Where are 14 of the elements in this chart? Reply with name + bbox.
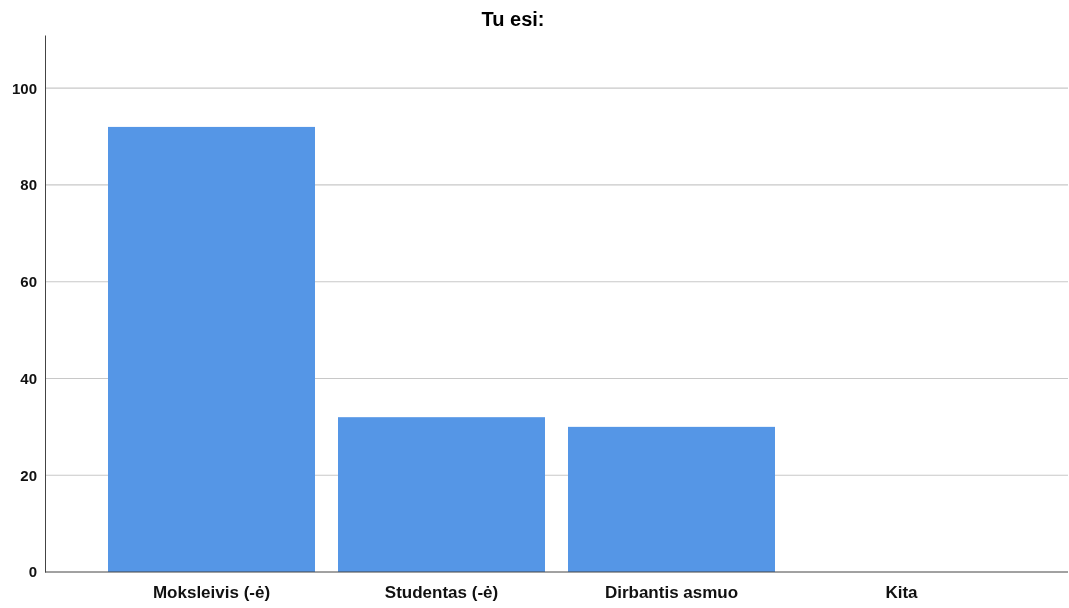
bar [108, 126, 315, 572]
chart-title: Tu esi: [481, 8, 545, 30]
bar [568, 426, 775, 572]
x-tick-label: Studentas (-ė) [384, 583, 499, 603]
y-tick-label: 20 [20, 466, 37, 484]
y-tick-label: 100 [11, 79, 37, 97]
x-tick-label: Kita [885, 583, 919, 603]
y-tick-label: 60 [20, 273, 37, 291]
y-tick-label: 40 [20, 369, 37, 387]
bar [338, 417, 545, 572]
y-tick-label: 80 [20, 176, 37, 194]
x-tick-label: Moksleivis (-ė) [152, 583, 271, 603]
y-tick-label: 0 [28, 563, 37, 581]
x-tick-label: Dirbantis asmuo [604, 583, 739, 603]
